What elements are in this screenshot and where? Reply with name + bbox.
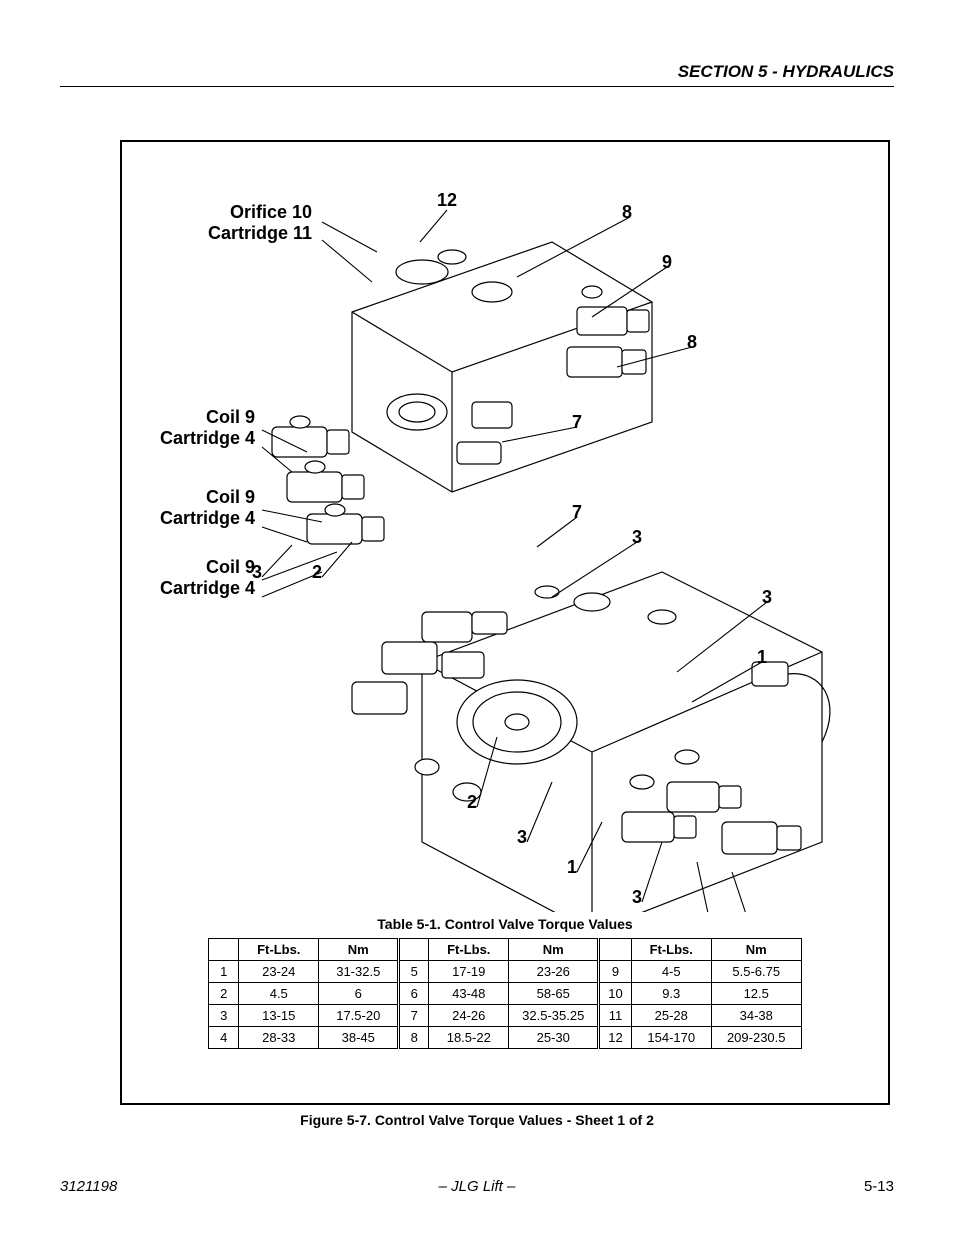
table-cell: 6 [399,983,429,1005]
table-cell: 23-26 [509,961,599,983]
diagram-callout: 12 [437,190,457,211]
diagram-label: Coil 9 Cartridge 4 [122,407,255,448]
table-cell: 10 [599,983,631,1005]
table-cell: 23-24 [239,961,319,983]
diagram-callout: 7 [572,502,582,523]
table-cell: 13-15 [239,1005,319,1027]
diagram-callout: 3 [762,587,772,608]
table-cell: 9 [599,961,631,983]
table-cell: 12 [599,1027,631,1049]
table-cell: 5 [399,961,429,983]
header-rule [60,86,894,87]
table-cell: 43-48 [429,983,509,1005]
table-cell: 31-32.5 [319,961,399,983]
diagram-callout: 3 [252,562,262,583]
torque-table: Ft-Lbs.NmFt-Lbs.NmFt-Lbs.Nm123-2431-32.5… [208,938,801,1049]
section-header: SECTION 5 - HYDRAULICS [678,62,894,82]
diagram-callout: 3 [517,827,527,848]
table-row: 24.56643-4858-65109.312.5 [209,983,801,1005]
table-header: Nm [711,939,801,961]
table-header [209,939,239,961]
diagram-callout: 1 [567,857,577,878]
table-cell: 7 [399,1005,429,1027]
table-header [399,939,429,961]
table-row: 428-3338-45818.5-2225-3012154-170209-230… [209,1027,801,1049]
diagram-callout: 8 [622,202,632,223]
table-cell: 4.5 [239,983,319,1005]
diagram-callout: 2 [312,562,322,583]
table-cell: 25-28 [631,1005,711,1027]
table-cell: 2 [209,983,239,1005]
figure-caption: Figure 5-7. Control Valve Torque Values … [0,1112,954,1128]
diagram-callout: 1 [757,647,767,668]
table-header [599,939,631,961]
table-cell: 4 [209,1027,239,1049]
figure-box: Orifice 10 Cartridge 11 Coil 9 Cartridge … [120,140,890,1105]
table-row: 123-2431-32.5517-1923-2694-55.5-6.75 [209,961,801,983]
table-title: Table 5-1. Control Valve Torque Values [122,916,888,932]
diagram-label: Coil 9 Cartridge 4 [122,487,255,528]
diagram-callout: 3 [632,887,642,908]
table-cell: 154-170 [631,1027,711,1049]
table-cell: 3 [209,1005,239,1027]
table-cell: 38-45 [319,1027,399,1049]
table-cell: 6 [319,983,399,1005]
table-cell: 1 [209,961,239,983]
table-cell: 9.3 [631,983,711,1005]
diagram-callout: 3 [632,527,642,548]
table-cell: 24-26 [429,1005,509,1027]
diagram-label: Coil 9 Cartridge 4 [122,557,255,598]
diagram-callout: 8 [687,332,697,353]
table-cell: 32.5-35.25 [509,1005,599,1027]
table-header: Ft-Lbs. [631,939,711,961]
footer-page: 5-13 [864,1178,894,1195]
table-cell: 209-230.5 [711,1027,801,1049]
table-cell: 25-30 [509,1027,599,1049]
table-header: Ft-Lbs. [239,939,319,961]
table-cell: 5.5-6.75 [711,961,801,983]
table-row: 313-1517.5-20724-2632.5-35.251125-2834-3… [209,1005,801,1027]
table-cell: 18.5-22 [429,1027,509,1049]
table-cell: 11 [599,1005,631,1027]
diagram-callout: 9 [662,252,672,273]
diagram-callout: 7 [572,412,582,433]
table-header: Ft-Lbs. [429,939,509,961]
table-cell: 34-38 [711,1005,801,1027]
table-cell: 17.5-20 [319,1005,399,1027]
diagram-callout: 2 [467,792,477,813]
table-header: Nm [509,939,599,961]
table-cell: 12.5 [711,983,801,1005]
table-cell: 17-19 [429,961,509,983]
diagram-area: Orifice 10 Cartridge 11 Coil 9 Cartridge … [122,142,888,912]
footer-brand: – JLG Lift – [0,1178,954,1195]
table-header: Nm [319,939,399,961]
table-cell: 58-65 [509,983,599,1005]
table-cell: 28-33 [239,1027,319,1049]
table-cell: 8 [399,1027,429,1049]
table-cell: 4-5 [631,961,711,983]
diagram-label: Orifice 10 Cartridge 11 [122,202,312,243]
